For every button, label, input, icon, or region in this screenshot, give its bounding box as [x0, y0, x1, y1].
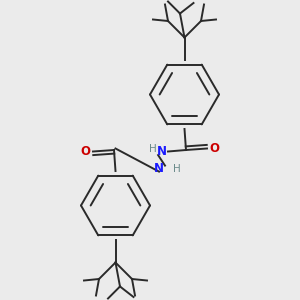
Text: N: N [154, 162, 164, 175]
Text: N: N [157, 145, 166, 158]
Text: H: H [172, 164, 180, 175]
Text: O: O [81, 145, 91, 158]
Text: O: O [209, 142, 219, 155]
Text: H: H [149, 144, 157, 154]
